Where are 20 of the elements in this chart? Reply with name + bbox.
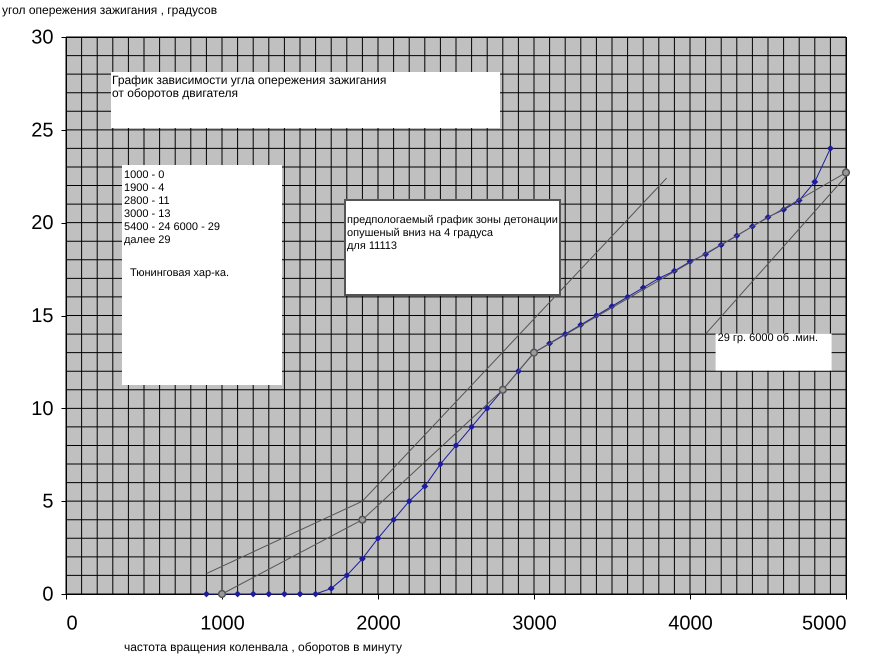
annotation: Тюнинговая хар-ка. [130, 267, 230, 279]
y-tick-label: 0 [42, 584, 54, 606]
x-tick-label: 3000 [512, 612, 557, 634]
x-axis-title: частота вращения коленвала , оборотов в минуту [124, 640, 402, 654]
text: График зависимости угла опережения зажигания от оборотов двигателя [112, 73, 386, 100]
y-tick-label: 20 [31, 212, 54, 234]
y-tick-label: 15 [31, 305, 54, 327]
x-tick-label: 2000 [356, 612, 401, 634]
x-tick-label: 1000 [200, 612, 245, 634]
x-tick-label: 0 [66, 612, 78, 634]
x-tick-label: 4000 [668, 612, 713, 634]
x-tick-label: 5000 [802, 612, 846, 634]
annotation: предпологаемый график зоны детонации опушеный вниз на 4 градуса для 11113 [347, 214, 558, 252]
annotation: 29 гр. 6000 об .мин. [718, 332, 818, 344]
y-tick-label: 10 [31, 398, 54, 420]
annotation: 1000 - 0 1900 - 4 2800 - 11 3000 - 13 5400 - 24 6000 - 29 далее 29 [124, 169, 220, 246]
y-tick-label: 30 [31, 26, 54, 48]
y-tick-label: 25 [31, 119, 54, 142]
y-axis-title: угол опережения зажигания , градусов [2, 3, 218, 17]
y-tick-label: 5 [42, 490, 54, 513]
